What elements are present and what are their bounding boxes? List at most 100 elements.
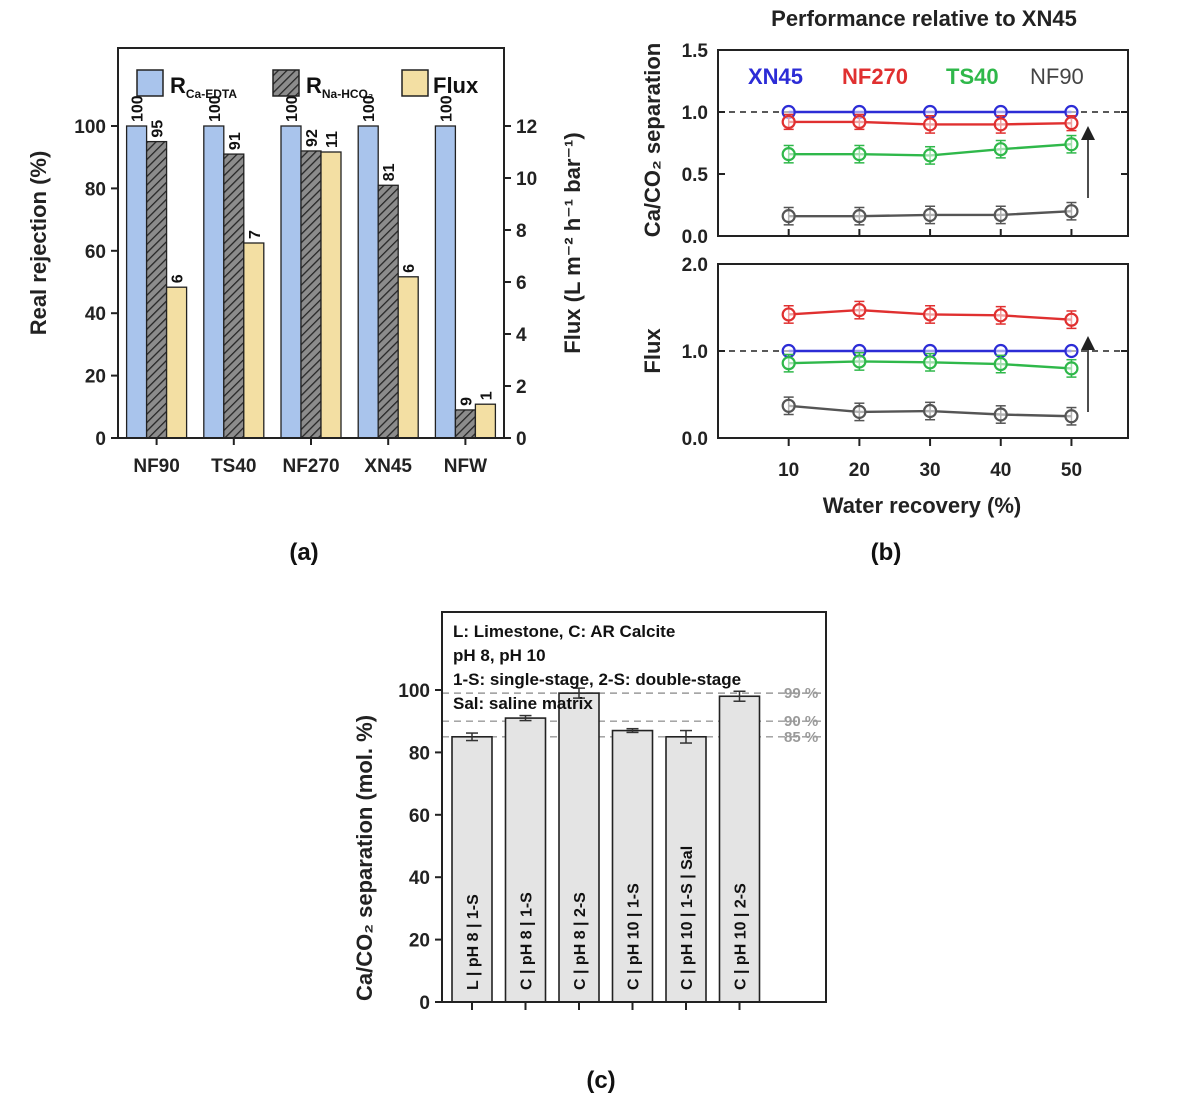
bottom-y-tick-label-2-0: 2.0 (682, 255, 708, 276)
panel-a-y-axis-title: Real rejection (%) (26, 151, 51, 336)
data-label-r-na-hco3-xn45: 81 (381, 163, 398, 181)
panel-b-top-arrow (1081, 126, 1095, 198)
legend-swatch-ca-edta (136, 69, 164, 97)
top-y-tick-label-0-5: 0.5 (682, 165, 709, 186)
y-tick-label-40: 40 (409, 868, 430, 889)
panel-b-legend: XN45 NF270 TS40 NF90 (748, 64, 1084, 89)
top-point-nf270-40 (993, 117, 1008, 132)
bar-c-ph-10-1-s (611, 729, 654, 1003)
bottom-point-nf270-20 (852, 303, 867, 318)
bar-label-c-ph-8-1-s: C | pH 8 | 1-S (519, 892, 536, 990)
note-line-1: L: Limestone, C: AR Calcite (453, 622, 675, 641)
y-tick-label-0: 0 (419, 993, 430, 1014)
bar-r-ca-edta-xn45 (357, 125, 379, 439)
bar-flux-xn45 (397, 276, 419, 439)
bar-flux-ts40 (243, 242, 265, 439)
panel-b-top-frame (717, 49, 1129, 237)
bottom-point-nf270-30 (922, 307, 938, 322)
note-line-2: pH 8, pH 10 (453, 646, 546, 665)
y-tick-label-20: 20 (85, 367, 106, 388)
panel-b-chart: Performance relative to XN45 0.0 0.5 1.0 1.… (640, 6, 1129, 566)
bottom-point-nf90-30 (922, 403, 938, 419)
panel-b-x-axis-title: Water recovery (%) (823, 493, 1021, 518)
bottom-point-ts40-10 (781, 356, 796, 371)
x-tick-label-30: 30 (919, 460, 940, 481)
bar-r-na-hco3-nf90 (145, 140, 168, 439)
data-label-r-na-hco3-nf90: 95 (150, 120, 167, 138)
panel-b-label: (b) (871, 539, 902, 566)
bottom-point-nf90-10 (781, 398, 796, 413)
bar-r-ca-edta-nfw (434, 125, 457, 439)
panel-b-title: Performance relative to XN45 (771, 6, 1077, 31)
bar-flux-nf270 (320, 151, 342, 439)
threshold-label-90: 90 % (784, 713, 818, 730)
top-point-ts40-10 (781, 147, 796, 162)
top-point-ts40-50 (1064, 137, 1079, 152)
panel-c-y-axis-title: Ca/CO₂ separation (mol. %) (352, 715, 377, 1001)
legend-swatch-flux (401, 69, 429, 97)
top-point-nf90-20 (852, 209, 867, 224)
top-point-ts40-20 (852, 147, 867, 162)
y-tick-label-60: 60 (409, 806, 430, 827)
top-point-nf90-40 (993, 207, 1008, 223)
top-point-nf90-50 (1064, 204, 1079, 219)
bottom-point-nf270-50 (1064, 312, 1079, 327)
y-tick-label-80: 80 (85, 179, 106, 200)
panel-b-bottom-arrow-head (1081, 336, 1095, 350)
data-label-r-na-hco3-ts40: 91 (227, 132, 244, 150)
bar-r-na-hco3-ts40 (223, 153, 245, 439)
bar-c-ph-8-2-s (558, 692, 600, 1003)
y2-tick-label-0: 0 (516, 429, 527, 450)
panel-b-top-arrow-head (1081, 126, 1095, 140)
top-y-tick-label-1-0: 1.0 (682, 103, 708, 124)
bar-label-c-ph-10-1-s-sal: C | pH 10 | 1-S | Sal (679, 846, 696, 990)
legend-label-flux: Flux (433, 73, 479, 98)
bar-r-na-hco3-nf270 (300, 150, 322, 439)
panel-c-chart: 99 % 90 %85 % L | pH 8 | 1-S C | pH 8 | 1-… (352, 611, 827, 1094)
bottom-point-nf90-50 (1064, 409, 1079, 424)
x-tick-label-nf90: NF90 (133, 456, 179, 477)
panel-a-y2-axis-title: Flux (L m⁻² h⁻¹ bar⁻¹) (560, 132, 585, 353)
panel-b-bottom-arrow (1081, 336, 1095, 412)
legend-swatch-na-hco3 (272, 69, 300, 97)
legend-label-ca-edta: RCa-EDTA (170, 73, 237, 101)
top-point-nf270-10 (781, 114, 796, 130)
x-tick-label-ts40: TS40 (211, 456, 256, 477)
bar-r-ca-edta-nf270 (280, 125, 302, 439)
data-label-flux-nf270: 11 (324, 131, 341, 148)
bar-label-c-ph-10-2-s: C | pH 10 | 2-S (733, 883, 750, 990)
bottom-point-ts40-40 (993, 356, 1008, 372)
bar-flux-nf90 (165, 286, 188, 439)
data-label-r-na-hco3-nfw: 9 (458, 397, 475, 406)
note-line-3: 1-S: single-stage, 2-S: double-stage (453, 670, 741, 689)
top-point-nf270-20 (852, 114, 867, 130)
x-tick-label-50: 50 (1061, 460, 1082, 481)
bar-l-ph-8-1-s (451, 735, 493, 1003)
bar-r-na-hco3-nfw (454, 409, 477, 439)
bottom-y-tick-label-1-0: 1.0 (682, 342, 708, 363)
x-tick-label-20: 20 (849, 460, 870, 481)
data-label-r-ca-edta-xn45: 100 (361, 95, 378, 122)
data-label-flux-xn45: 6 (401, 264, 418, 273)
panel-a-legend: RCa-EDTA RNa-HCO₃ Flux (136, 69, 479, 101)
data-label-flux-ts40: 7 (247, 230, 264, 239)
y-tick-label-80: 80 (409, 743, 430, 764)
panel-c-label: (c) (586, 1067, 615, 1094)
data-label-r-ca-edta-nf90: 100 (130, 95, 147, 122)
x-tick-label-nfw: NFW (444, 456, 487, 477)
legend-label-nf90: NF90 (1030, 64, 1084, 89)
bottom-point-nf270-10 (781, 307, 796, 322)
bar-label-l-ph-8-1-s: L | pH 8 | 1-S (465, 894, 482, 990)
top-point-ts40-30 (922, 148, 938, 163)
threshold-label-99: 99 % (784, 685, 818, 702)
top-y-tick-label-1-5: 1.5 (682, 41, 709, 62)
y2-tick-label-4: 4 (516, 325, 527, 346)
bar-r-na-hco3-xn45 (377, 184, 399, 439)
top-point-nf90-10 (781, 209, 796, 224)
panel-b-bottom-y-axis-title: Flux (640, 328, 665, 374)
threshold-label-85: 85 % (784, 729, 818, 746)
y-tick-label-60: 60 (85, 242, 106, 263)
x-tick-label-40: 40 (990, 460, 1011, 481)
y2-tick-label-8: 8 (516, 221, 527, 242)
